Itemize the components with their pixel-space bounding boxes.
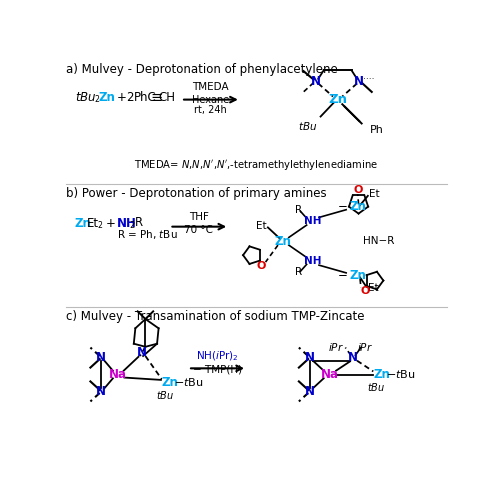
Text: HN−R: HN−R xyxy=(363,236,394,246)
Text: +: + xyxy=(117,91,126,104)
Text: a) Mulvey - Deprotonation of phenylacetylene: a) Mulvey - Deprotonation of phenylacety… xyxy=(66,63,338,76)
Text: CH: CH xyxy=(158,91,176,104)
Text: TMEDA: TMEDA xyxy=(192,82,229,92)
Text: $_2$: $_2$ xyxy=(94,94,100,106)
Text: Et: Et xyxy=(256,221,266,231)
Text: N: N xyxy=(136,346,146,360)
Text: ····: ···· xyxy=(363,75,374,84)
Text: $i$Pr: $i$Pr xyxy=(357,341,373,353)
Text: Zn: Zn xyxy=(349,200,366,213)
Text: $i$Pr: $i$Pr xyxy=(328,341,344,353)
Text: b) Power - Deprotonation of primary amines: b) Power - Deprotonation of primary amin… xyxy=(66,187,327,200)
Text: R: R xyxy=(295,205,302,216)
Text: ≡: ≡ xyxy=(151,90,163,105)
Text: Hexane: Hexane xyxy=(192,95,229,104)
Text: − TMP(H): − TMP(H) xyxy=(193,364,242,374)
Text: $t$Bu: $t$Bu xyxy=(156,389,174,400)
Text: $_2$: $_2$ xyxy=(96,220,103,232)
Text: Na: Na xyxy=(110,368,128,381)
Text: Ph: Ph xyxy=(370,125,384,135)
Text: Zn: Zn xyxy=(349,270,366,282)
Text: THF: THF xyxy=(189,213,209,222)
Text: NH: NH xyxy=(304,216,322,226)
Text: Et: Et xyxy=(86,217,99,230)
Text: Zn: Zn xyxy=(374,368,390,381)
Text: +: + xyxy=(106,217,116,230)
Text: R: R xyxy=(295,267,302,277)
Text: Zn: Zn xyxy=(162,376,178,389)
Text: NH($i$Pr)$_2$: NH($i$Pr)$_2$ xyxy=(196,349,239,363)
Text: N: N xyxy=(304,351,314,364)
Text: Na: Na xyxy=(321,368,339,381)
Text: $t$Bu: $t$Bu xyxy=(75,91,96,104)
Text: rt, 24h: rt, 24h xyxy=(194,105,227,115)
Text: $t$Bu: $t$Bu xyxy=(298,120,318,132)
Text: N: N xyxy=(304,385,314,398)
Text: Zn: Zn xyxy=(328,93,347,106)
Text: −: − xyxy=(338,270,347,282)
Text: Zn: Zn xyxy=(99,91,116,104)
Text: O: O xyxy=(257,261,266,271)
Text: c) Mulvey - Transamination of sodium TMP-Zincate: c) Mulvey - Transamination of sodium TMP… xyxy=(66,310,365,323)
Text: Et: Et xyxy=(368,283,378,293)
Text: N: N xyxy=(96,351,106,364)
Text: 2: 2 xyxy=(126,91,134,104)
Text: −$t$Bu: −$t$Bu xyxy=(386,368,415,381)
Text: −$t$Bu: −$t$Bu xyxy=(174,376,204,388)
Text: O: O xyxy=(354,185,363,195)
Text: −: − xyxy=(338,200,347,213)
Text: 70 °C: 70 °C xyxy=(184,225,214,235)
Text: PhC: PhC xyxy=(134,91,156,104)
Text: $t$Bu: $t$Bu xyxy=(367,381,386,393)
Text: R = Ph, $t$Bu: R = Ph, $t$Bu xyxy=(117,228,178,241)
Text: N: N xyxy=(354,74,364,88)
Text: TMEDA= $N$,$N$,$N'$,$N'$,-tetramethylethylenediamine: TMEDA= $N$,$N$,$N'$,$N'$,-tetramethyleth… xyxy=(134,158,378,172)
Text: $_2$R: $_2$R xyxy=(129,216,144,231)
Text: NH: NH xyxy=(304,256,322,266)
Text: N: N xyxy=(348,351,358,364)
Text: Zn: Zn xyxy=(275,235,292,248)
Text: Et: Et xyxy=(370,189,380,199)
Text: O: O xyxy=(360,286,370,296)
Text: N: N xyxy=(311,74,321,88)
Text: N: N xyxy=(96,385,106,398)
Text: Zn: Zn xyxy=(75,217,92,230)
Text: NH: NH xyxy=(117,217,136,230)
